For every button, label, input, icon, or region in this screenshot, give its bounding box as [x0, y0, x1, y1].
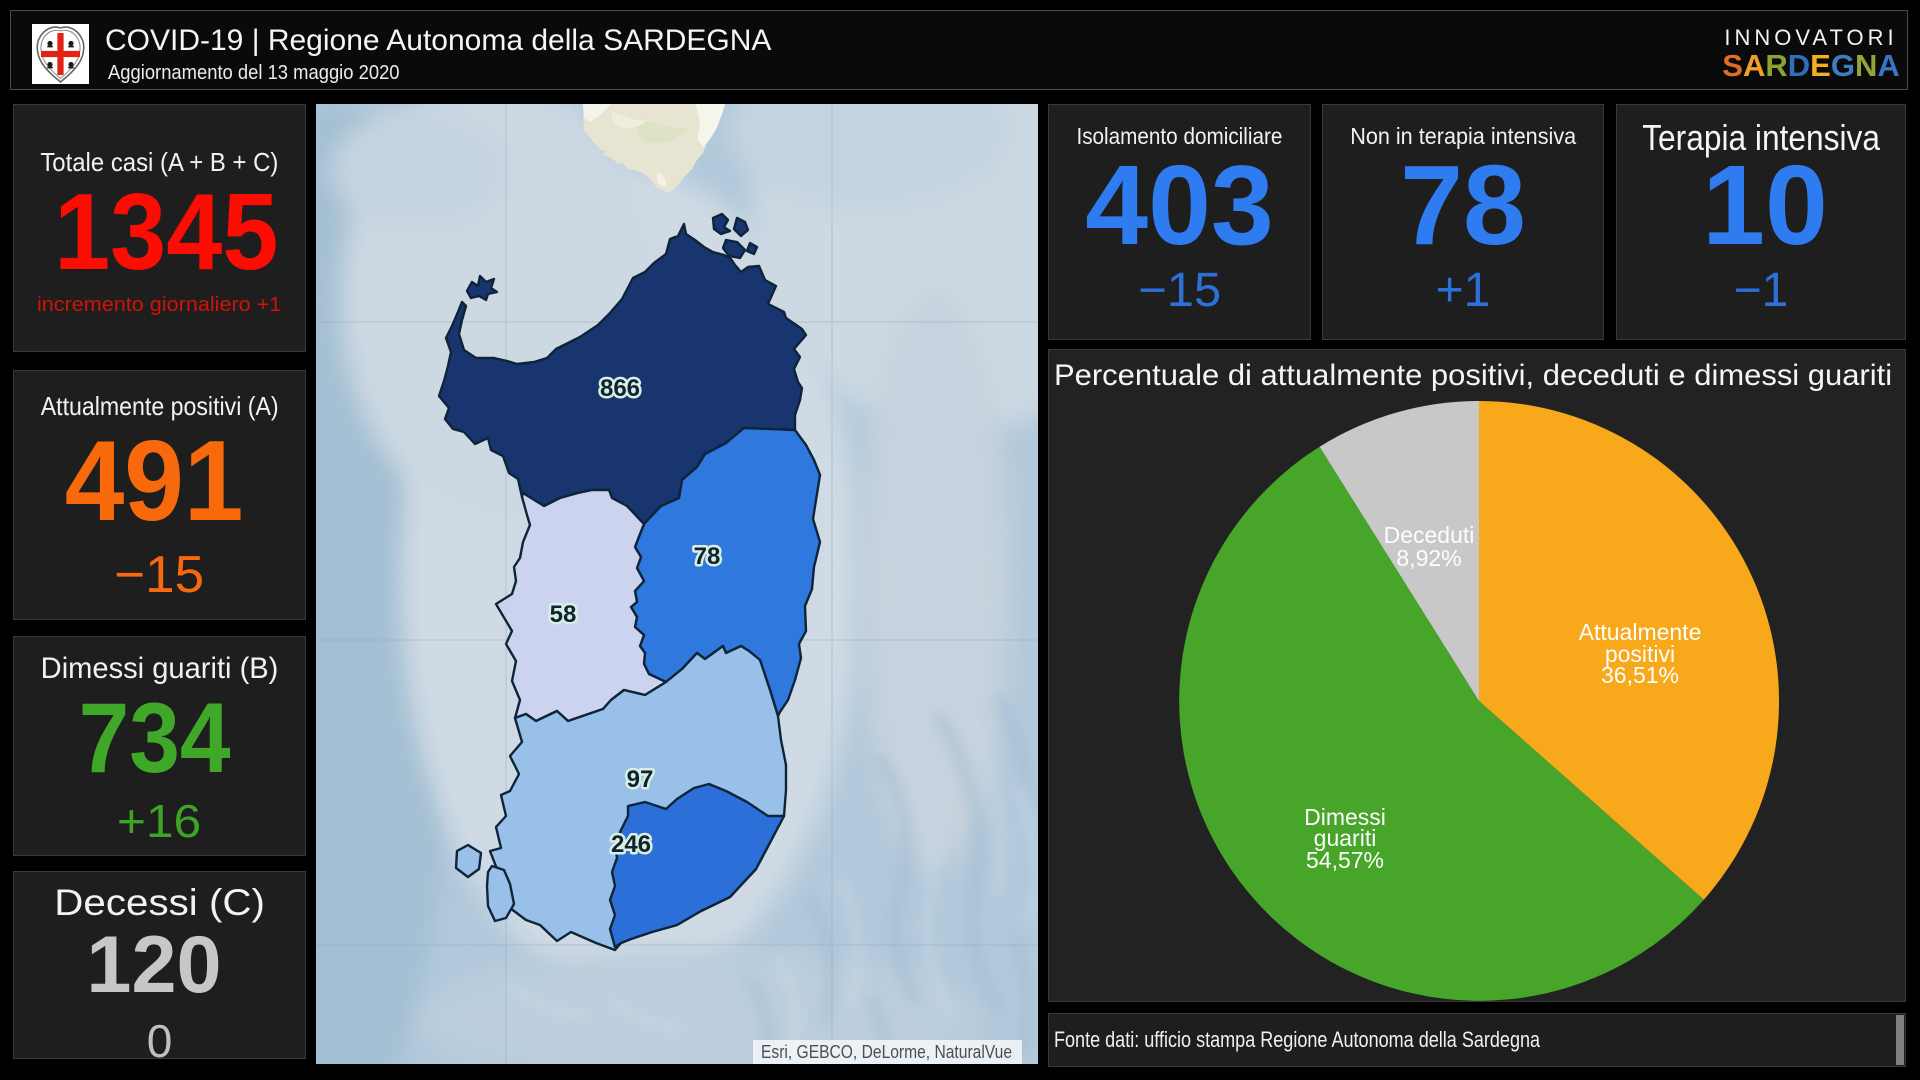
svg-text:36,51%: 36,51% — [1601, 662, 1679, 688]
svg-text:866: 866 — [600, 375, 640, 402]
svg-text:58: 58 — [550, 601, 577, 628]
svg-text:Esri, GEBCO, DeLorme, NaturalV: Esri, GEBCO, DeLorme, NaturalVue — [761, 1042, 1012, 1062]
svg-text:Deceduti: Deceduti — [1384, 522, 1475, 548]
svg-text:54,57%: 54,57% — [1306, 847, 1384, 873]
svg-text:246: 246 — [611, 831, 651, 858]
svg-text:97: 97 — [627, 766, 654, 793]
svg-text:positivi: positivi — [1605, 641, 1675, 667]
svg-text:78: 78 — [694, 543, 721, 570]
svg-text:guariti: guariti — [1314, 825, 1377, 851]
svg-text:8,92%: 8,92% — [1396, 545, 1461, 571]
svg-text:Attualmente: Attualmente — [1579, 619, 1702, 645]
svg-text:Dimessi: Dimessi — [1304, 804, 1386, 830]
